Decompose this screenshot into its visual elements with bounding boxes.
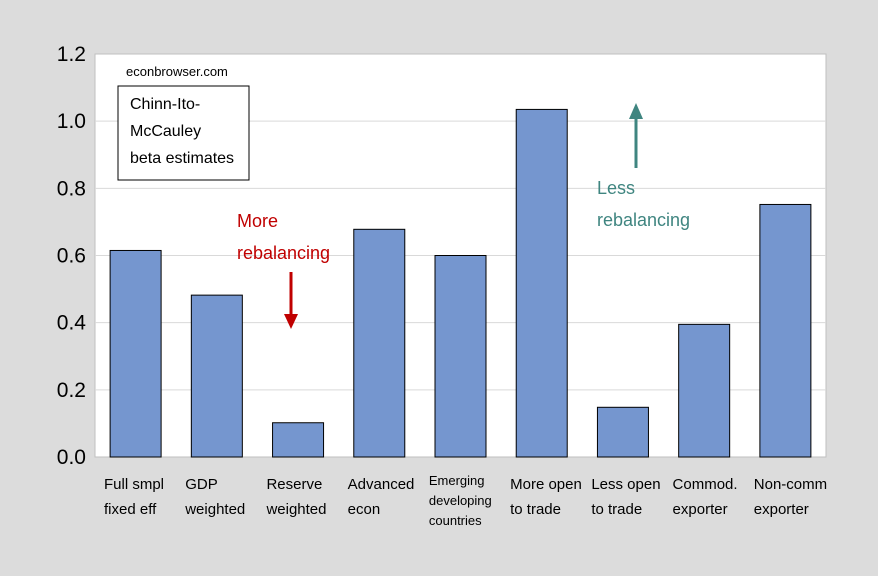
x-tick-label: fixed eff [104,501,157,518]
y-tick-label: 0.0 [57,446,86,469]
y-tick-label: 0.2 [57,379,86,402]
x-tick-label: Reserve [266,476,322,493]
x-tick-label: exporter [673,501,728,518]
note-line-1: Chinn-Ito- [130,96,200,113]
x-tick-label: Less open [591,476,660,493]
x-tick-label: developing [429,493,492,508]
x-tick-label: Full smpl [104,476,164,493]
x-tick-label: exporter [754,501,809,518]
y-tick-label: 1.2 [57,43,86,66]
watermark: econbrowser.com [126,64,228,79]
bar [109,249,162,458]
y-tick-label: 1.0 [57,110,86,133]
annotation-more-rebalancing: More rebalancing [237,211,330,329]
bar [272,422,325,458]
x-tick-label: econ [348,501,381,518]
bar [515,108,568,458]
x-tick-label: weighted [184,501,245,518]
x-tick-label: GDP [185,476,218,493]
x-tick-label: weighted [265,501,326,518]
x-tick-label: Non-comm [754,476,827,493]
up-arrow-icon [629,103,643,168]
bar [596,406,649,458]
y-axis-ticks: 0.0 0.2 0.4 0.6 0.8 1.0 1.2 [57,43,87,469]
x-tick-label: to trade [591,501,642,518]
down-arrow-icon [284,272,298,329]
bar [353,228,406,458]
x-axis-labels: Full smpl fixed eff GDP weighted Reserve weig… [104,473,827,528]
annotation-less-rebalancing: Less rebalancing [597,103,690,230]
x-tick-label: countries [429,513,482,528]
annotation-more-line-1: More [237,211,278,231]
annotation-less-line-1: Less [597,178,635,198]
y-tick-label: 0.4 [57,312,87,335]
bar [678,323,731,458]
x-tick-label: Advanced [348,476,415,493]
x-tick-label: More open [510,476,582,493]
x-tick-label: Commod. [673,476,738,493]
bar [434,255,487,458]
bars [109,108,812,458]
y-tick-label: 0.8 [57,177,86,200]
note-box [117,85,250,181]
note-line-3: beta estimates [130,150,234,167]
x-tick-label: to trade [510,501,561,518]
y-tick-label: 0.6 [57,245,86,268]
annotation-less-line-2: rebalancing [597,210,690,230]
bar [190,294,243,458]
note-line-2: McCauley [130,123,201,140]
annotation-more-line-2: rebalancing [237,243,330,263]
x-tick-label: Emerging [429,473,485,488]
bar [759,203,812,458]
